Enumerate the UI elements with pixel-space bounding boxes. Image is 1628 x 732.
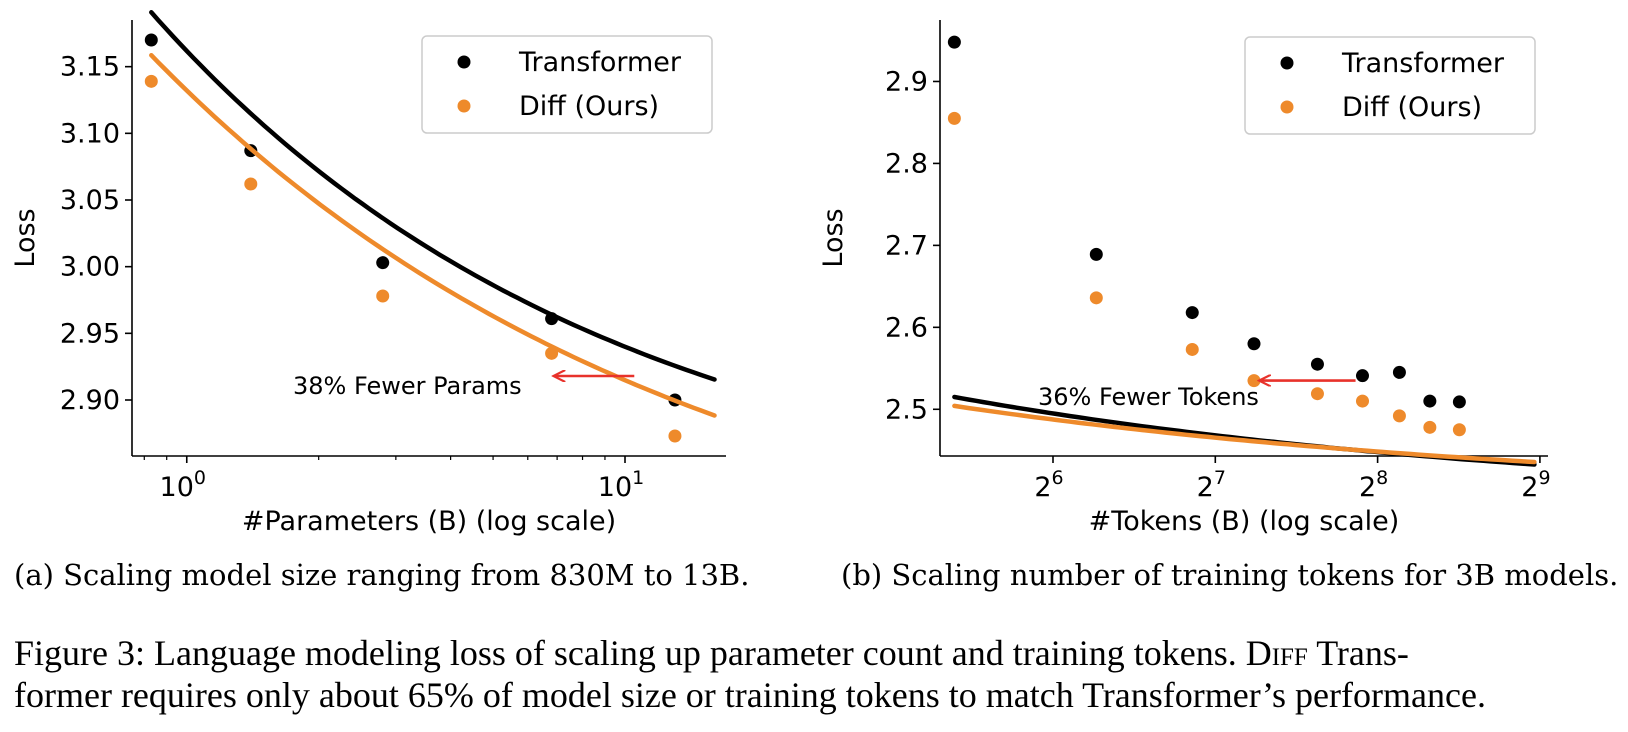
x-tick-label: 101 (598, 467, 644, 503)
fit-curve-diff (952, 403, 1537, 465)
data-point-transformer (1423, 394, 1437, 408)
y-axis-label: Loss (10, 208, 41, 267)
figure-charts: 2.90 2.95 3.00 3.05 3.10 3.15 100 101#Parameter… (10, 10, 1551, 537)
data-point-transformer (1392, 365, 1406, 379)
x-tick-label: 28 (1359, 467, 1388, 503)
x-tick-label: 26 (1034, 467, 1063, 503)
data-point-diff (244, 177, 258, 191)
x-axis-label: #Tokens (B) (log scale) (1089, 506, 1400, 537)
x-tick-label: 27 (1197, 467, 1226, 503)
legend-label-diff: Diff (Ours) (1342, 92, 1482, 123)
data-point-transformer (1452, 395, 1466, 409)
y-tick-label: 2.7 (885, 230, 928, 261)
data-point-transformer (1247, 337, 1261, 351)
x-tick-label: 100 (160, 467, 206, 503)
data-point-diff (545, 346, 559, 360)
data-point-transformer (144, 33, 158, 47)
data-point-transformer (947, 35, 961, 49)
legend-label-diff: Diff (Ours) (519, 91, 659, 122)
caption-line-2: former requires only about 65% of model … (14, 675, 1486, 715)
chart-tokens: 2.5 2.6 2.7 2.8 2.9 26 27 28 29 #Tokens (B) (log … (818, 20, 1551, 537)
legend-box (421, 35, 713, 134)
data-point-diff (1355, 394, 1369, 408)
data-point-diff (144, 74, 158, 88)
fit-curve-diff (149, 52, 717, 418)
y-tick-label: 2.6 (885, 312, 928, 343)
subcaption-b: (b) Scaling number of training tokens fo… (841, 558, 1619, 592)
data-point-diff (1423, 420, 1437, 434)
data-point-transformer (1185, 306, 1199, 320)
figure-caption: Figure 3: Language modeling loss of scal… (14, 632, 1619, 716)
data-point-diff (1185, 342, 1199, 356)
y-tick-label: 2.5 (885, 394, 928, 425)
data-point-transformer (1355, 369, 1369, 383)
annotation-text: 36% Fewer Tokens (1038, 383, 1259, 411)
legend-label-transformer: Transformer (518, 47, 682, 78)
legend-marker-diff (457, 99, 471, 113)
y-tick-label: 2.90 (60, 385, 120, 416)
y-tick-label: 3.10 (60, 118, 120, 149)
legend-marker-diff (1280, 100, 1294, 114)
annotation-text: 38% Fewer Params (293, 372, 522, 400)
y-axis-label: Loss (818, 208, 849, 267)
data-point-diff (668, 429, 682, 443)
data-point-transformer (1089, 247, 1103, 261)
y-tick-label: 2.9 (885, 66, 928, 97)
y-tick-label: 3.05 (60, 185, 120, 216)
x-tick-label: 29 (1521, 467, 1550, 503)
caption-diff-word: Diff (1245, 633, 1308, 673)
chart-parameters: 2.90 2.95 3.00 3.05 3.10 3.15 100 101#Parameter… (10, 10, 726, 537)
data-point-diff (1392, 409, 1406, 423)
legend-label-transformer: Transformer (1341, 48, 1505, 79)
data-point-diff (376, 289, 390, 303)
legend-box (1244, 36, 1536, 135)
data-point-diff (1452, 423, 1466, 437)
legend-marker-transformer (457, 55, 471, 69)
y-tick-label: 3.00 (60, 252, 120, 283)
y-tick-label: 3.15 (60, 52, 120, 83)
caption-line1-tail: Trans- (1316, 633, 1409, 673)
y-tick-label: 2.95 (60, 318, 120, 349)
data-point-diff (947, 111, 961, 125)
legend-marker-transformer (1280, 56, 1294, 70)
caption-line-1: Figure 3: Language modeling loss of scal… (14, 632, 1619, 674)
data-point-diff (1310, 387, 1324, 401)
data-point-transformer (545, 312, 559, 326)
x-axis-label: #Parameters (B) (log scale) (242, 506, 616, 537)
subcaption-a: (a) Scaling model size ranging from 830M… (14, 558, 750, 592)
data-point-transformer (376, 256, 390, 270)
caption-figure-label: Figure 3: Language modeling loss of scal… (14, 633, 1237, 673)
fit-curve-transformer (149, 10, 717, 382)
data-point-transformer (1310, 357, 1324, 371)
y-tick-label: 2.8 (885, 148, 928, 179)
data-point-diff (1089, 291, 1103, 305)
